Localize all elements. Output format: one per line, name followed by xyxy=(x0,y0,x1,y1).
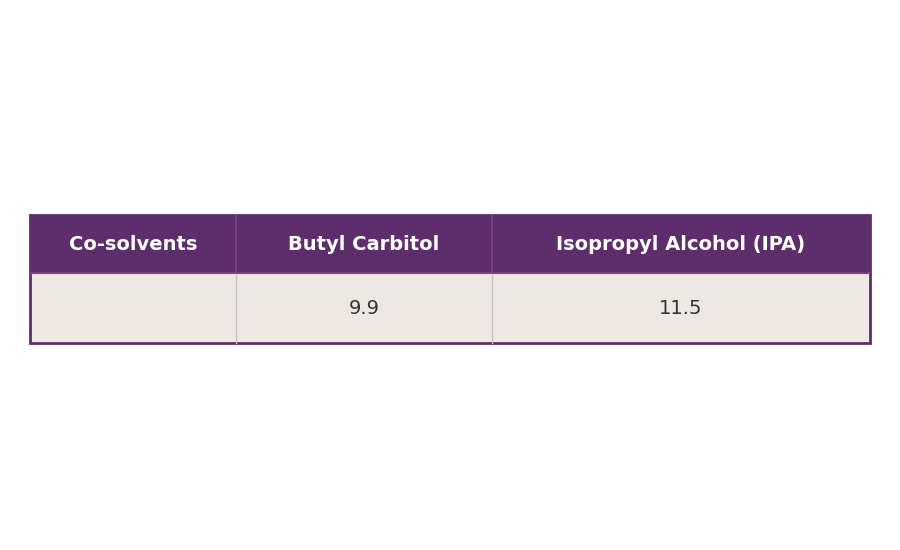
Bar xyxy=(492,273,870,343)
Text: Butyl Carbitol: Butyl Carbitol xyxy=(288,234,439,254)
Text: Isopropyl Alcohol (IPA): Isopropyl Alcohol (IPA) xyxy=(556,234,806,254)
Bar xyxy=(30,215,236,273)
Bar xyxy=(236,273,492,343)
Bar xyxy=(30,215,870,343)
Bar xyxy=(236,215,492,273)
Text: 11.5: 11.5 xyxy=(659,299,703,317)
Bar xyxy=(30,273,236,343)
Bar xyxy=(492,215,870,273)
Text: Co-solvents: Co-solvents xyxy=(68,234,197,254)
Text: 9.9: 9.9 xyxy=(348,299,380,317)
